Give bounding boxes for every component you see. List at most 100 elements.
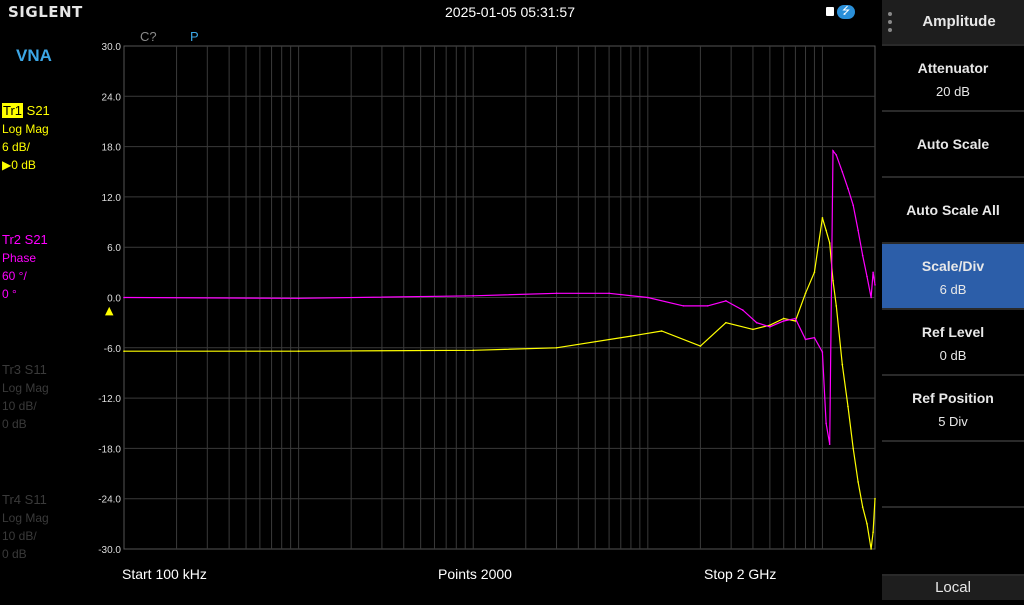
- trace-2-param: S21: [24, 232, 48, 247]
- trace-2-point: [852, 204, 854, 207]
- trace-2-point: [123, 296, 125, 299]
- lock-icon: [826, 7, 834, 16]
- trace-1-ref: ▶0 dB: [2, 158, 36, 172]
- trace-1-point: [852, 447, 854, 450]
- trace-2-point: [742, 309, 744, 311]
- trace-1-point: [630, 335, 632, 337]
- y-axis-ticks: 30.0 24.0 18.0 12.0 6.0 0.0 -6.0 -12.0 -18.0 -24.…: [98, 42, 121, 556]
- menu-auto-scale-label: Auto Scale: [916, 136, 990, 152]
- trace-1-param: S21: [26, 103, 50, 118]
- trace-3-param: S11: [24, 362, 47, 377]
- trace-2-point: [835, 154, 838, 156]
- trace-2-point: [832, 149, 834, 152]
- y-tick-label: -12.0: [98, 394, 121, 405]
- trace-2-point: [297, 297, 300, 300]
- start-frequency[interactable]: Start 100 kHz: [122, 566, 207, 582]
- trace-info-panel: VNA Tr1 S21 Log Mag 6 dB/ ▶0 dB Tr2 S21 …: [0, 24, 100, 600]
- trace-1-point: [725, 321, 727, 324]
- menu-ref-position[interactable]: Ref Position 5 Div: [882, 376, 1024, 442]
- y-tick-label: -30.0: [98, 545, 121, 556]
- date-time: 2025-01-05 05:31:57: [445, 4, 575, 20]
- trace-1-point: [660, 330, 663, 332]
- trace-lines: [123, 149, 876, 550]
- trace-1-point: [123, 350, 125, 352]
- menu-ref-position-label: Ref Position: [912, 390, 994, 406]
- trace-line-2: [123, 149, 876, 445]
- trace-1-point: [847, 405, 849, 408]
- menu-attenuator-value: 20 dB: [936, 84, 970, 99]
- trace-2-point: [828, 443, 831, 446]
- usb-icon[interactable]: ⭍: [837, 5, 855, 19]
- trace-2-format: Phase: [2, 251, 37, 265]
- stop-frequency[interactable]: Stop 2 GHz: [704, 566, 777, 582]
- trace-3-tag: Tr3: [2, 362, 22, 377]
- trace-2-point: [769, 326, 771, 328]
- siglent-logo: SIGLENT: [8, 3, 83, 21]
- menu-handle-icon: [888, 12, 892, 36]
- sweep-points[interactable]: Points 2000: [438, 566, 512, 582]
- trace-3-ref: 0 dB: [2, 417, 27, 431]
- trace-2-point: [813, 336, 816, 339]
- trace-1-point: [821, 217, 824, 219]
- trace-2-ref: 0 °: [2, 287, 17, 301]
- bottom-bar: Start 100 kHz Points 2000 Stop 2 GHz: [100, 560, 882, 590]
- trace-4-param: S11: [24, 492, 47, 507]
- menu-scale-div-label: Scale/Div: [921, 258, 985, 274]
- y-tick-label: 12.0: [102, 193, 122, 204]
- menu-ref-level-label: Ref Level: [921, 324, 985, 340]
- trace-1-point: [874, 497, 876, 500]
- y-tick-label: 0.0: [107, 294, 121, 305]
- trace-2-point: [755, 321, 758, 324]
- menu-auto-scale-all-label: Auto Scale All: [906, 202, 1000, 218]
- trace-2-point: [682, 305, 685, 307]
- trace-1-point: [832, 279, 834, 282]
- trace-1-point: [699, 345, 702, 347]
- ref-position-marker: ▲: [105, 304, 114, 317]
- trace-1-point: [555, 347, 558, 349]
- trace-4-ref: 0 dB: [2, 547, 27, 561]
- menu-attenuator[interactable]: Attenuator 20 dB: [882, 46, 1024, 112]
- trace-2-point: [870, 296, 872, 299]
- menu-scale-div[interactable]: Scale/Div 6 dB: [882, 244, 1024, 310]
- trace-2-point: [555, 292, 558, 295]
- trace-2-point: [872, 271, 874, 274]
- trace-1-point: [866, 523, 868, 525]
- trace-1-point: [769, 324, 771, 326]
- trace-1-info[interactable]: Tr1 S21 Log Mag 6 dB/ ▶0 dB: [2, 102, 50, 174]
- trace-2-tag: Tr2: [2, 232, 22, 247]
- trace-2-info[interactable]: Tr2 S21 Phase 60 °/ 0 °: [2, 231, 48, 303]
- trace-2-point: [608, 292, 610, 295]
- local-button[interactable]: Local: [882, 576, 1024, 600]
- y-tick-label: -18.0: [98, 444, 121, 455]
- trace-1-point: [813, 271, 816, 274]
- plot-area[interactable]: 30.0 24.0 18.0 12.0 6.0 0.0 -6.0 -12.0 -18.0 -24.…: [0, 24, 882, 600]
- menu-title[interactable]: Amplitude: [882, 0, 1024, 46]
- menu-empty-1[interactable]: [882, 442, 1024, 508]
- trace-1-tag: Tr1: [2, 103, 24, 118]
- trace-3-info[interactable]: Tr3 S11 Log Mag 10 dB/ 0 dB: [2, 361, 49, 433]
- trace-1-point: [297, 350, 300, 352]
- trace-3-scale: 10 dB/: [2, 399, 37, 413]
- trace-line-1: [124, 217, 876, 550]
- menu-ref-level[interactable]: Ref Level 0 dB: [882, 310, 1024, 376]
- menu-auto-scale[interactable]: Auto Scale: [882, 112, 1024, 178]
- trace-1-point: [857, 481, 859, 483]
- trace-1-point: [825, 229, 827, 232]
- menu-auto-scale-all[interactable]: Auto Scale All: [882, 178, 1024, 244]
- trace-2-point: [866, 275, 868, 278]
- vna-plot[interactable]: 30.0 24.0 18.0 12.0 6.0 0.0 -6.0 -12.0 -18.0 -24.…: [0, 24, 882, 600]
- trace-2-point: [821, 351, 824, 353]
- trace-2-point: [706, 305, 709, 307]
- trace-1-point: [870, 548, 872, 550]
- y-tick-label: -24.0: [98, 495, 121, 506]
- trace-2-point: [847, 187, 849, 190]
- calibration-indicator: C?: [140, 29, 157, 44]
- y-tick-label: 6.0: [107, 243, 121, 254]
- trace-1-point: [872, 531, 874, 534]
- trace-1-point: [752, 328, 754, 331]
- trace-4-info[interactable]: Tr4 S11 Log Mag 10 dB/ 0 dB: [2, 491, 49, 563]
- menu-empty-2[interactable]: [882, 508, 1024, 576]
- trace-2-point: [874, 284, 876, 286]
- trace-2-point: [857, 229, 859, 232]
- menu-attenuator-label: Attenuator: [917, 60, 989, 76]
